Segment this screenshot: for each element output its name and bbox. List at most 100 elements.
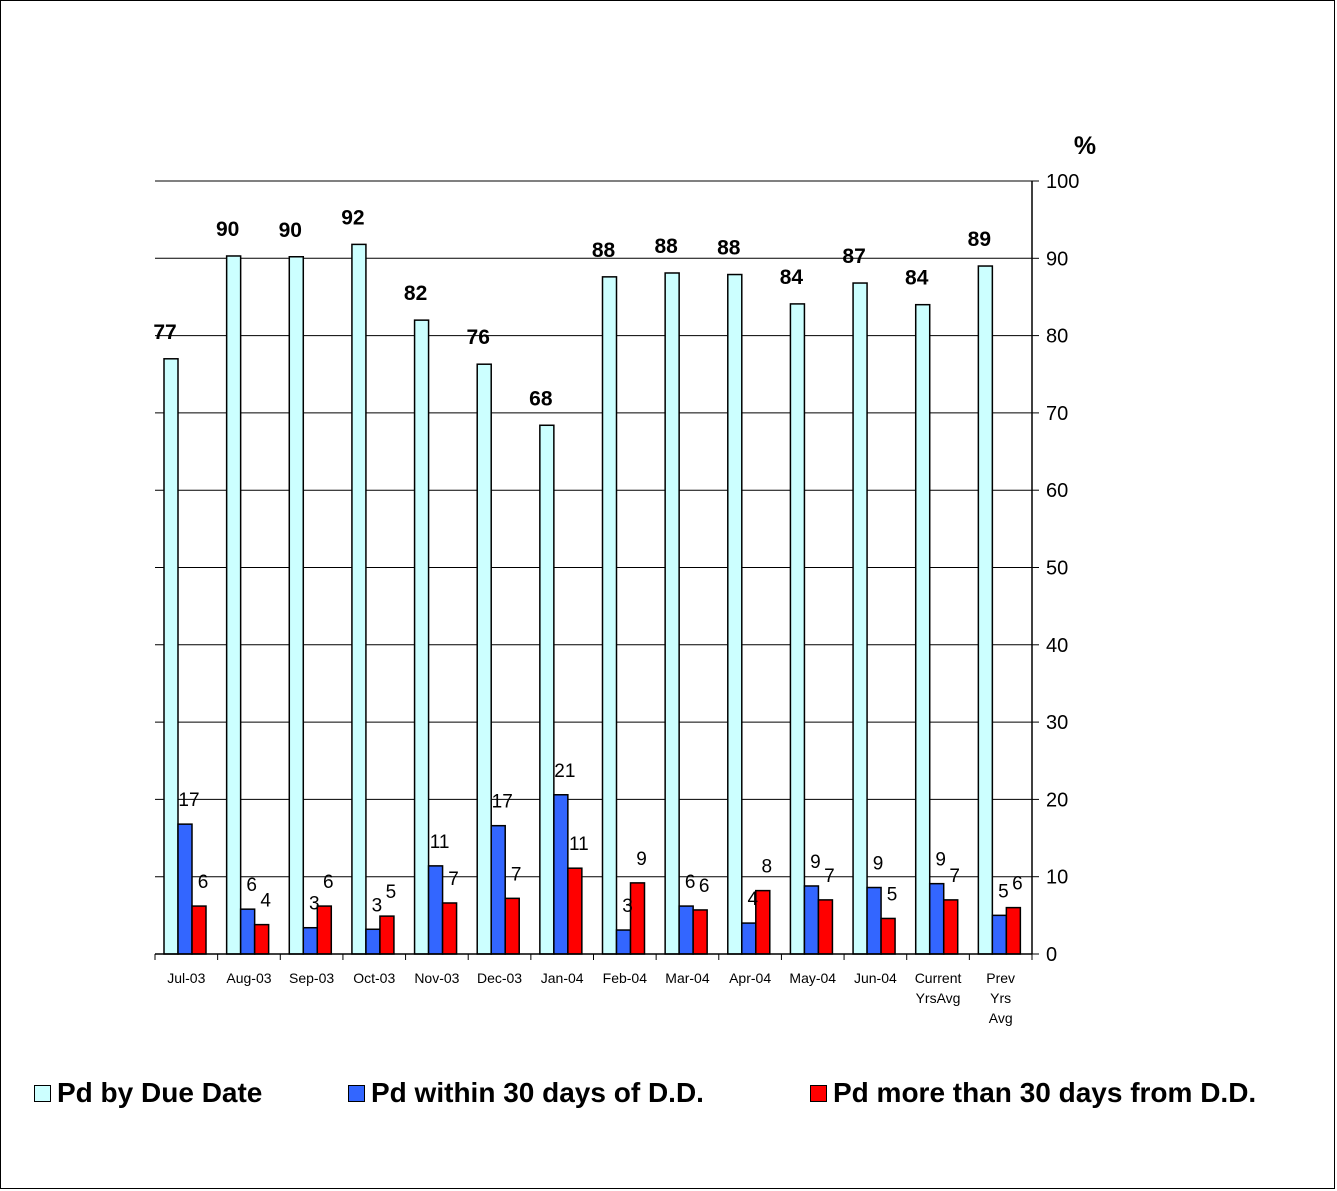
bar-pd-within-30-days xyxy=(177,823,193,955)
bar-pd-by-due-date xyxy=(727,273,743,955)
bar-pd-by-due-date xyxy=(476,363,492,955)
data-label-pd-within-30-days: 9 xyxy=(873,854,884,875)
y-tick-label: 70 xyxy=(1046,403,1068,425)
legend-swatch-pd-by-due-date xyxy=(34,1084,51,1102)
data-label-pd-more-than-30-days: 6 xyxy=(1012,874,1023,895)
x-tick-label: Apr-04 xyxy=(729,970,771,986)
data-label-pd-within-30-days: 5 xyxy=(998,881,1009,902)
data-label-pd-within-30-days: 3 xyxy=(309,894,320,915)
y-tick-label: 50 xyxy=(1046,558,1068,580)
x-tick-label: Avg xyxy=(989,1010,1013,1026)
bar-pd-within-30-days xyxy=(866,886,882,955)
bar-pd-within-30-days xyxy=(803,885,820,955)
data-label-pd-more-than-30-days: 7 xyxy=(824,866,835,887)
x-tick-label: YrsAvg xyxy=(916,990,961,1006)
bar-pd-more-than-30-days xyxy=(504,897,520,955)
y-tick-label: 100 xyxy=(1046,171,1079,193)
y-tick-label: 80 xyxy=(1046,326,1068,348)
bar-pd-more-than-30-days xyxy=(379,915,395,955)
bar-pd-more-than-30-days xyxy=(253,923,270,955)
bar-pd-more-than-30-days xyxy=(567,867,583,955)
data-label-pd-by-due-date: 87 xyxy=(842,245,865,268)
x-tick-label: Dec-03 xyxy=(477,970,522,986)
bar-pd-more-than-30-days xyxy=(942,899,959,955)
data-label-pd-by-due-date: 77 xyxy=(153,321,176,344)
y-tick-label: 30 xyxy=(1046,712,1068,734)
data-label-pd-by-due-date: 88 xyxy=(592,239,616,262)
x-tick-label: Jul-03 xyxy=(167,970,205,986)
data-label-pd-more-than-30-days: 8 xyxy=(761,857,772,878)
data-label-pd-more-than-30-days: 6 xyxy=(323,872,334,893)
data-label-pd-within-30-days: 17 xyxy=(178,790,199,811)
bar-pd-by-due-date xyxy=(852,282,868,955)
data-label-pd-more-than-30-days: 7 xyxy=(949,866,960,887)
data-label-pd-more-than-30-days: 6 xyxy=(699,876,710,897)
bar-pd-within-30-days xyxy=(991,914,1008,955)
legend-label-pd-more-than-30-days: Pd more than 30 days from D.D. xyxy=(833,1077,1257,1108)
data-label-pd-within-30-days: 3 xyxy=(372,895,383,916)
y-axis-label: % xyxy=(1074,132,1096,160)
legend-swatch-pd-more-than-30-days xyxy=(810,1084,827,1102)
data-label-pd-within-30-days: 9 xyxy=(935,850,946,871)
bar-pd-within-30-days xyxy=(553,794,569,955)
bar-pd-within-30-days xyxy=(239,908,256,955)
data-label-pd-within-30-days: 6 xyxy=(685,872,696,893)
data-label-pd-more-than-30-days: 4 xyxy=(260,891,271,912)
bar-pd-within-30-days xyxy=(302,926,319,955)
data-label-pd-within-30-days: 17 xyxy=(492,792,513,813)
bar-pd-by-due-date xyxy=(601,276,618,955)
data-label-pd-by-due-date: 84 xyxy=(905,267,929,290)
legend-item-pd-within-30-days: Pd within 30 days of D.D. xyxy=(348,1077,704,1109)
bar-pd-by-due-date xyxy=(789,303,806,955)
x-tick-label: Sep-03 xyxy=(289,970,334,986)
x-tick-label: Current xyxy=(915,970,962,986)
bar-pd-more-than-30-days xyxy=(441,902,458,955)
data-label-pd-by-due-date: 90 xyxy=(216,218,239,241)
data-label-pd-by-due-date: 68 xyxy=(529,387,553,410)
x-tick-label: May-04 xyxy=(789,970,836,986)
y-tick-label: 60 xyxy=(1046,480,1068,502)
legend-swatch-pd-within-30-days xyxy=(348,1084,365,1102)
data-label-pd-by-due-date: 88 xyxy=(717,237,741,260)
data-label-pd-more-than-30-days: 9 xyxy=(636,849,647,870)
bar-pd-by-due-date xyxy=(664,272,680,955)
data-label-pd-by-due-date: 89 xyxy=(968,228,991,251)
data-label-pd-within-30-days: 6 xyxy=(246,875,257,896)
bar-pd-within-30-days xyxy=(365,928,381,955)
bar-pd-within-30-days xyxy=(678,905,694,955)
data-label-pd-by-due-date: 76 xyxy=(467,326,490,349)
y-tick-label: 20 xyxy=(1046,789,1068,811)
y-tick-label: 40 xyxy=(1046,635,1068,657)
x-tick-label: Aug-03 xyxy=(226,970,271,986)
bar-pd-by-due-date xyxy=(225,255,242,955)
y-tick-label: 10 xyxy=(1046,867,1068,889)
data-label-pd-more-than-30-days: 6 xyxy=(198,872,209,893)
legend-label-pd-by-due-date: Pd by Due Date xyxy=(57,1077,263,1108)
x-tick-label: Jan-04 xyxy=(541,970,584,986)
y-tick-label: 90 xyxy=(1046,248,1068,270)
data-label-pd-more-than-30-days: 5 xyxy=(887,884,898,905)
data-label-pd-within-30-days: 11 xyxy=(430,832,450,853)
bar-pd-by-due-date xyxy=(163,358,179,955)
bar-pd-by-due-date xyxy=(914,303,931,955)
y-tick-label: 0 xyxy=(1046,944,1057,966)
bar-pd-within-30-days xyxy=(928,882,945,955)
bar-pd-more-than-30-days xyxy=(191,905,207,955)
bar-pd-more-than-30-days xyxy=(880,917,896,955)
bar-pd-more-than-30-days xyxy=(692,909,708,955)
bar-pd-within-30-days xyxy=(741,922,757,955)
data-label-pd-within-30-days: 9 xyxy=(810,852,821,873)
bar-pd-within-30-days xyxy=(490,824,506,955)
legend-label-pd-within-30-days: Pd within 30 days of D.D. xyxy=(371,1077,704,1108)
x-tick-label: Yrs xyxy=(990,990,1011,1006)
data-label-pd-more-than-30-days: 5 xyxy=(386,882,397,903)
bar-pd-by-due-date xyxy=(413,319,430,955)
bar-pd-by-due-date xyxy=(539,424,555,955)
x-tick-label: Mar-04 xyxy=(665,970,710,986)
data-label-pd-within-30-days: 21 xyxy=(554,761,575,782)
data-label-pd-by-due-date: 84 xyxy=(780,266,804,289)
bar-pd-within-30-days xyxy=(427,865,444,955)
bar-pd-by-due-date xyxy=(288,256,305,955)
